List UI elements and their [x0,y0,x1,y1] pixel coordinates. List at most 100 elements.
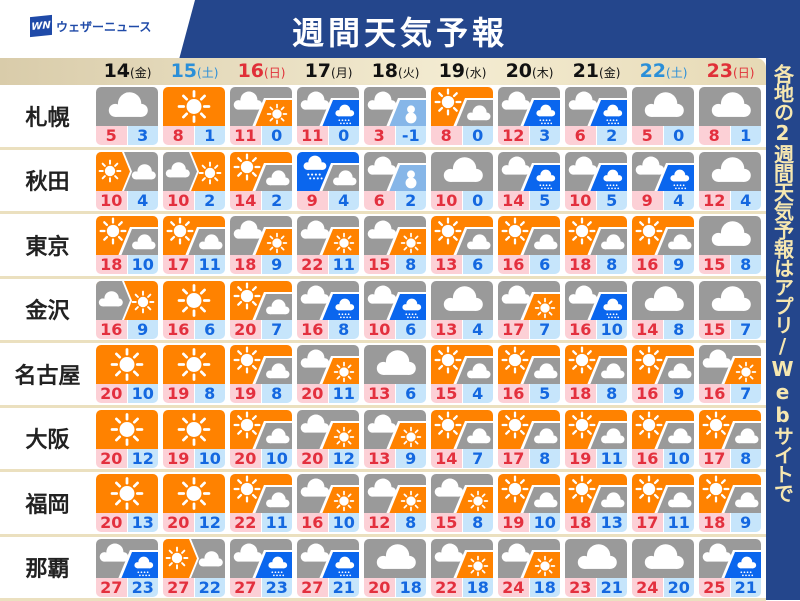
weather-icon-sun-occasional-cloud [632,410,694,449]
forecast-cell[interactable]: 18 9 [230,216,292,274]
forecast-cell[interactable]: 13 6 [364,345,426,403]
high-temp: 17 [699,449,731,468]
forecast-cell[interactable]: 20 18 [364,539,426,597]
forecast-cell[interactable]: 19 8 [230,345,292,403]
forecast-cell[interactable]: 16 7 [699,345,761,403]
forecast-cell[interactable]: 6 2 [565,87,627,145]
low-temp: 22 [195,578,226,597]
forecast-cell[interactable]: 15 7 [699,281,761,339]
forecast-cell[interactable]: 17 11 [163,216,225,274]
forecast-cell[interactable]: 14 8 [632,281,694,339]
weather-icon-cloud-occasional-rain [297,87,359,126]
forecast-cell[interactable]: 16 10 [565,281,627,339]
sun-icon [536,298,555,317]
sun-icon [112,479,142,509]
forecast-cell[interactable]: 18 13 [565,474,627,532]
forecast-cell[interactable]: 17 8 [498,410,560,468]
forecast-cell[interactable]: 9 4 [297,152,359,210]
forecast-cell[interactable]: 18 9 [699,474,761,532]
forecast-cell[interactable]: 18 8 [565,216,627,274]
forecast-cell[interactable]: 27 21 [297,539,359,597]
forecast-cell[interactable]: 12 4 [699,152,761,210]
forecast-cell[interactable]: 22 11 [297,216,359,274]
forecast-cell[interactable]: 20 10 [96,345,158,403]
weather-icon-svg [431,281,493,320]
low-temp: 6 [530,255,561,274]
forecast-cell[interactable]: 19 11 [565,410,627,468]
forecast-cell[interactable]: 16 6 [163,281,225,339]
forecast-cell[interactable]: 14 7 [431,410,493,468]
low-temp: 3 [530,126,561,145]
sun-icon [637,348,662,373]
forecast-cell[interactable]: 12 3 [498,87,560,145]
forecast-cell[interactable]: 15 8 [699,216,761,274]
forecast-cell[interactable]: 25 21 [699,539,761,597]
forecast-cell[interactable]: 24 20 [632,539,694,597]
forecast-cell[interactable]: 16 9 [96,281,158,339]
forecast-cell[interactable]: 9 4 [632,152,694,210]
forecast-cell[interactable]: 24 18 [498,539,560,597]
high-temp: 3 [364,126,396,145]
forecast-cell[interactable]: 16 8 [297,281,359,339]
weather-icon-svg [230,281,292,320]
forecast-cell[interactable]: 16 9 [632,216,694,274]
high-temp: 16 [297,513,329,532]
promo-side-text: 各地の2週間天気予報はアプリ/Webサイトで [766,58,800,600]
forecast-cell[interactable]: 20 11 [297,345,359,403]
forecast-cell[interactable]: 13 6 [431,216,493,274]
forecast-cell[interactable]: 5 0 [632,87,694,145]
forecast-cell[interactable]: 5 3 [96,87,158,145]
forecast-cell[interactable]: 14 5 [498,152,560,210]
forecast-cell[interactable]: 15 8 [364,216,426,274]
forecast-cell[interactable]: 17 11 [632,474,694,532]
forecast-cell[interactable]: 19 8 [163,345,225,403]
forecast-cell[interactable]: 13 4 [431,281,493,339]
forecast-cell[interactable]: 8 1 [699,87,761,145]
forecast-cell[interactable]: 10 4 [96,152,158,210]
forecast-cell[interactable]: 12 8 [364,474,426,532]
forecast-cell[interactable]: 14 2 [230,152,292,210]
forecast-cell[interactable]: 10 5 [565,152,627,210]
forecast-cell[interactable]: 10 2 [163,152,225,210]
forecast-cell[interactable]: 20 12 [297,410,359,468]
forecast-cell[interactable]: 16 10 [297,474,359,532]
forecast-cell[interactable]: 19 10 [498,474,560,532]
forecast-cell[interactable]: 20 12 [163,474,225,532]
forecast-cell[interactable]: 27 23 [230,539,292,597]
forecast-cell[interactable]: 10 6 [364,281,426,339]
forecast-cell[interactable]: 20 7 [230,281,292,339]
temperatures: 12 3 [498,126,560,145]
forecast-cell[interactable]: 17 8 [699,410,761,468]
forecast-cell[interactable]: 22 11 [230,474,292,532]
forecast-cell[interactable]: 17 7 [498,281,560,339]
forecast-cell[interactable]: 20 12 [96,410,158,468]
forecast-cell[interactable]: 18 10 [96,216,158,274]
forecast-cell[interactable]: 13 9 [364,410,426,468]
forecast-cell[interactable]: 20 13 [96,474,158,532]
forecast-cell[interactable]: 19 10 [163,410,225,468]
forecast-cell[interactable]: 20 10 [230,410,292,468]
low-temp: 7 [731,320,762,339]
forecast-cell[interactable]: 27 23 [96,539,158,597]
sun-icon [335,234,354,253]
logo[interactable]: WN ウェザーニュース [30,16,151,36]
forecast-cell[interactable]: 3 -1 [364,87,426,145]
low-temp: 2 [597,126,628,145]
forecast-cell[interactable]: 6 2 [364,152,426,210]
forecast-cell[interactable]: 18 8 [565,345,627,403]
weather-icon-svg [565,152,627,191]
forecast-cell[interactable]: 15 4 [431,345,493,403]
forecast-cell[interactable]: 16 6 [498,216,560,274]
forecast-cell[interactable]: 15 8 [431,474,493,532]
forecast-cell[interactable]: 22 18 [431,539,493,597]
forecast-cell[interactable]: 8 1 [163,87,225,145]
forecast-cell[interactable]: 16 10 [632,410,694,468]
forecast-cell[interactable]: 16 5 [498,345,560,403]
forecast-cell[interactable]: 16 9 [632,345,694,403]
forecast-cell[interactable]: 8 0 [431,87,493,145]
forecast-cell[interactable]: 10 0 [431,152,493,210]
forecast-cell[interactable]: 11 0 [297,87,359,145]
forecast-cell[interactable]: 27 22 [163,539,225,597]
forecast-cell[interactable]: 23 21 [565,539,627,597]
forecast-cell[interactable]: 11 0 [230,87,292,145]
